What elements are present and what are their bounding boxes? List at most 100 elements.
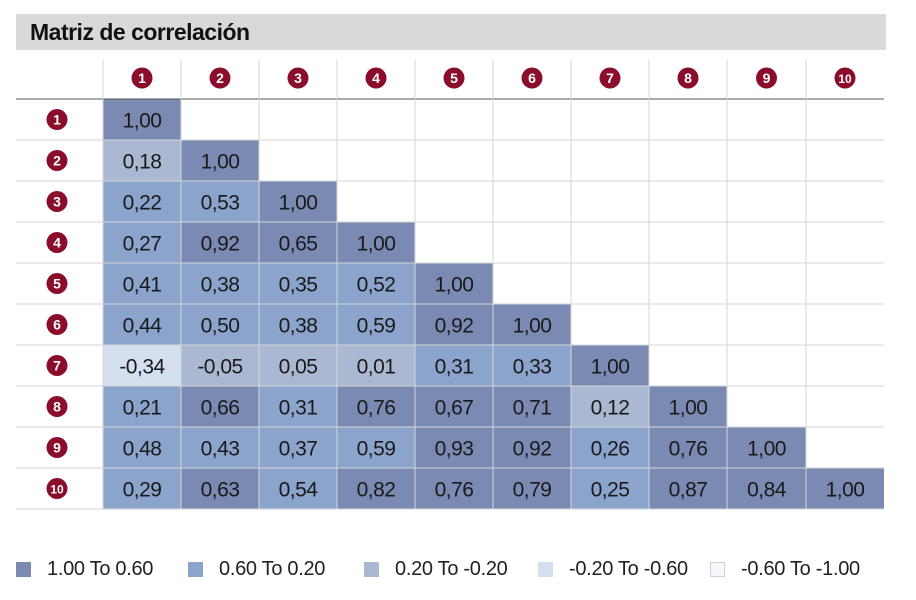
column-header-badge: [834, 67, 856, 89]
cell-value-label: 0,87: [669, 479, 708, 502]
cell-value-label: 0,31: [435, 356, 474, 379]
matrix-cell: [103, 427, 181, 468]
row-header-label: 3: [53, 194, 61, 210]
matrix-cell: [415, 427, 493, 468]
cell-value-label: 0,31: [279, 397, 318, 420]
row-header-badge: [46, 314, 68, 335]
matrix-cell: [493, 427, 571, 468]
cell-value-label: 0,65: [279, 233, 318, 256]
cell-value-label: 0,82: [357, 479, 396, 502]
column-header-badge: [131, 67, 153, 89]
legend-item: 1.00 To 0.60: [16, 556, 153, 582]
cell-value-label: 0,92: [201, 233, 240, 256]
matrix-cell: [181, 304, 259, 345]
matrix-cell: [181, 181, 259, 222]
column-header-label: 5: [450, 70, 458, 86]
matrix-cell: [493, 304, 571, 345]
row-header-label: 8: [53, 399, 61, 415]
legend-label: 0.20 To -0.20: [395, 557, 508, 580]
matrix-cell: [415, 386, 493, 427]
matrix-cell: [259, 427, 337, 468]
matrix-cell: [259, 304, 337, 345]
row-header-badge: [46, 437, 68, 458]
cell-value-label: 0,27: [123, 233, 162, 256]
matrix-cell: [337, 386, 415, 427]
cell-value-label: 1,00: [357, 233, 396, 256]
cell-value-label: 0,41: [123, 274, 162, 297]
legend-label: 1.00 To 0.60: [47, 557, 154, 580]
matrix-cell: [415, 468, 493, 509]
row-header-badge: [46, 396, 68, 417]
matrix-cell: [649, 427, 727, 468]
matrix-cell: [103, 222, 181, 263]
column-header-badge: [365, 67, 387, 89]
cell-value-label: 0,33: [513, 356, 552, 379]
cell-value-label: 0,66: [201, 397, 240, 420]
matrix-cell: [337, 468, 415, 509]
row-header-badge: [46, 273, 68, 294]
legend-label: -0.60 To -1.00: [741, 557, 860, 580]
column-header-label: 2: [216, 70, 224, 86]
cell-value-label: 0,05: [279, 356, 318, 379]
cell-value-label: 1,00: [669, 397, 708, 420]
cell-value-label: 1,00: [513, 315, 552, 338]
row-header-badge: [46, 109, 68, 130]
cell-value-label: 0,01: [357, 356, 396, 379]
legend-swatch: [188, 561, 203, 577]
cell-value-label: 0,71: [513, 397, 552, 420]
cell-value-label: 0,38: [201, 274, 240, 297]
matrix-cell: [649, 468, 727, 509]
row-header-badge: [46, 478, 68, 499]
row-header-badge: [46, 355, 68, 376]
cell-value-label: 0,22: [123, 192, 162, 215]
column-header-badge: [443, 67, 465, 89]
matrix-cell: [103, 304, 181, 345]
matrix-cell: [181, 140, 259, 181]
legend-item: -0.60 To -1.00: [710, 556, 860, 582]
matrix-cell: [103, 140, 181, 181]
matrix-cell: [337, 427, 415, 468]
matrix-cell: [727, 427, 806, 468]
cell-value-label: 0,25: [591, 479, 630, 502]
cell-value-label: 0,76: [435, 479, 474, 502]
row-header-label: 4: [53, 235, 61, 251]
cell-value-label: 0,53: [201, 192, 240, 215]
matrix-cell: [337, 222, 415, 263]
row-header-badge: [46, 191, 68, 212]
row-header-label: 1: [53, 112, 61, 128]
cell-value-label: 0,26: [591, 438, 630, 461]
legend-swatch: [538, 561, 553, 577]
matrix-cell: [649, 386, 727, 427]
matrix-cell: [181, 222, 259, 263]
row-header-label: 2: [53, 153, 61, 169]
matrix-cell: [259, 345, 337, 386]
matrix-cell: [415, 345, 493, 386]
cell-value-label: 1,00: [279, 192, 318, 215]
matrix-cell: [571, 427, 649, 468]
cell-value-label: 1,00: [826, 479, 865, 502]
cell-value-label: 0,35: [279, 274, 318, 297]
legend-swatch: [16, 561, 31, 577]
matrix-cell: [259, 386, 337, 427]
matrix-cell: [103, 181, 181, 222]
matrix-cell: [571, 468, 649, 509]
matrix-cell: [103, 345, 181, 386]
matrix-cell: [181, 263, 259, 304]
cell-value-label: 1,00: [201, 151, 240, 174]
cell-value-label: 0,93: [435, 438, 474, 461]
cell-value-label: 0,92: [435, 315, 474, 338]
column-header-label: 9: [763, 70, 771, 86]
matrix-cell: [337, 345, 415, 386]
matrix-cell: [103, 263, 181, 304]
cell-value-label: 0,18: [123, 151, 162, 174]
cell-value-label: 0,84: [747, 479, 787, 502]
column-header-badge: [521, 67, 543, 89]
column-header-label: 7: [606, 70, 614, 86]
cell-value-label: 0,76: [357, 397, 396, 420]
cell-value-label: 0,21: [123, 397, 162, 420]
matrix-cell: [337, 304, 415, 345]
matrix-cell: [337, 263, 415, 304]
matrix-cell: [181, 468, 259, 509]
matrix-cell: [415, 263, 493, 304]
